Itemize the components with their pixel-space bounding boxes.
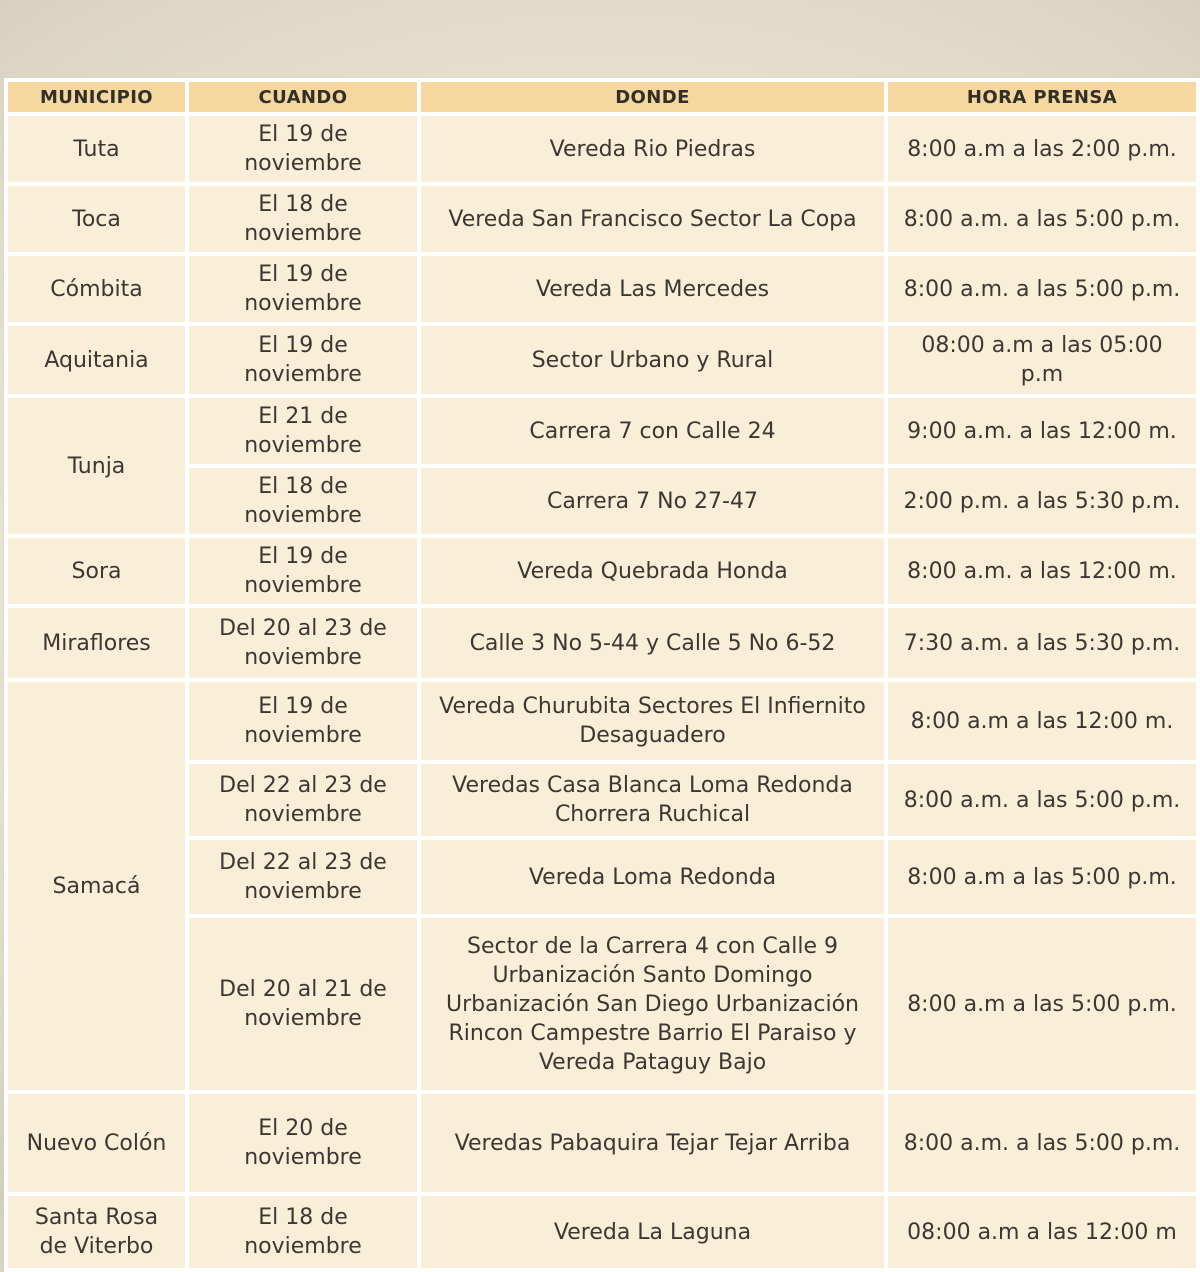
cell-hora: 8:00 a.m a las 2:00 p.m.	[888, 116, 1196, 183]
cell-hora: 8:00 a.m a las 12:00 m.	[888, 682, 1196, 761]
press-schedule-table: MUNICIPIO CUANDO DONDE HORA PRENSA Tuta E…	[4, 78, 1200, 1272]
table-row: Cómbita El 19 de noviembre Vereda Las Merc…	[8, 256, 1196, 323]
cell-municipio: Aquitania	[8, 326, 185, 395]
table-row: Del 22 al 23 de noviembre Veredas Casa Bl…	[8, 764, 1196, 837]
cell-donde: Vereda Rio Piedras	[421, 116, 884, 183]
cell-hora: 2:00 p.m. a las 5:30 p.m.	[888, 468, 1196, 535]
cell-hora: 8:00 a.m. a las 5:00 p.m.	[888, 186, 1196, 253]
table-row: Samacá El 19 de noviembre Vereda Churubita…	[8, 682, 1196, 1091]
cell-donde: Vereda Loma Redonda	[421, 840, 884, 915]
column-header-hora-prensa: HORA PRENSA	[888, 82, 1196, 112]
cell-hora: 8:00 a.m a las 5:00 p.m.	[888, 918, 1196, 1091]
cell-hora: 8:00 a.m. a las 12:00 m.	[888, 538, 1196, 605]
table-row: Del 20 al 21 de noviembre Sector de la Ca…	[8, 918, 1196, 1091]
cell-municipio: Toca	[8, 186, 185, 253]
cell-cuando: El 18 de noviembre	[189, 468, 417, 535]
table-row: Del 22 al 23 de noviembre Vereda Loma Red…	[8, 840, 1196, 915]
table-row: Santa Rosa de Viterbo El 18 de noviembre V…	[8, 1196, 1196, 1269]
cell-hora: 9:00 a.m. a las 12:00 m.	[888, 398, 1196, 465]
cell-cuando: El 19 de noviembre	[189, 538, 417, 605]
cell-cuando: El 20 de noviembre	[189, 1094, 417, 1193]
cell-hora: 08:00 a.m a las 12:00 m	[888, 1196, 1196, 1269]
cell-cuando: El 19 de noviembre	[189, 256, 417, 323]
cell-donde: Sector Urbano y Rural	[421, 326, 884, 395]
cell-cuando: El 18 de noviembre	[189, 186, 417, 253]
cell-municipio: Sora	[8, 538, 185, 605]
table-row: Sora El 19 de noviembre Vereda Quebrada Ho…	[8, 538, 1196, 605]
cell-cuando: El 19 de noviembre	[189, 682, 417, 761]
cell-hora: 7:30 a.m. a las 5:30 p.m.	[888, 608, 1196, 679]
cell-municipio: Miraflores	[8, 608, 185, 679]
cell-donde: Vereda Churubita Sectores El Infiernito …	[421, 682, 884, 761]
table-body: Tuta El 19 de noviembre Vereda Rio Piedras…	[8, 116, 1196, 1269]
table-row: Toca El 18 de noviembre Vereda San Francis…	[8, 186, 1196, 253]
cell-cuando: Del 22 al 23 de noviembre	[189, 764, 417, 837]
cell-donde: Calle 3 No 5-44 y Calle 5 No 6-52	[421, 608, 884, 679]
cell-municipio: Tunja	[8, 398, 185, 535]
cell-donde: Veredas Casa Blanca Loma Redonda Chorrer…	[421, 764, 884, 837]
table-row: Tuta El 19 de noviembre Vereda Rio Piedras…	[8, 116, 1196, 183]
cell-hora: 8:00 a.m. a las 5:00 p.m.	[888, 1094, 1196, 1193]
cell-cuando: Del 20 al 21 de noviembre	[189, 918, 417, 1091]
table-row: Aquitania El 19 de noviembre Sector Urbano…	[8, 326, 1196, 395]
cell-hora: 8:00 a.m a las 5:00 p.m.	[888, 840, 1196, 915]
cell-donde: Carrera 7 con Calle 24	[421, 398, 884, 465]
cell-municipio: Nuevo Colón	[8, 1094, 185, 1193]
table-row: Tunja El 21 de noviembre Carrera 7 con Cal…	[8, 398, 1196, 535]
column-header-municipio: MUNICIPIO	[8, 82, 185, 112]
table-row: Miraflores Del 20 al 23 de noviembre Calle…	[8, 608, 1196, 679]
cell-cuando: Del 20 al 23 de noviembre	[189, 608, 417, 679]
cell-donde: Vereda San Francisco Sector La Copa	[421, 186, 884, 253]
cell-donde: Carrera 7 No 27-47	[421, 468, 884, 535]
cell-donde: Vereda Quebrada Honda	[421, 538, 884, 605]
column-header-cuando: CUANDO	[189, 82, 417, 112]
cell-cuando: Del 22 al 23 de noviembre	[189, 840, 417, 915]
cell-municipio: Cómbita	[8, 256, 185, 323]
cell-municipio: Santa Rosa de Viterbo	[8, 1196, 185, 1269]
cell-cuando: El 18 de noviembre	[189, 1196, 417, 1269]
cell-cuando: El 19 de noviembre	[189, 326, 417, 395]
table-row: El 18 de noviembre Carrera 7 No 27-47 2:00…	[8, 468, 1196, 535]
cell-cuando: El 21 de noviembre	[189, 398, 417, 465]
table-row: Nuevo Colón El 20 de noviembre Veredas Pab…	[8, 1094, 1196, 1193]
table-header-row: MUNICIPIO CUANDO DONDE HORA PRENSA	[8, 82, 1196, 112]
cell-cuando: El 19 de noviembre	[189, 116, 417, 183]
cell-hora: 8:00 a.m. a las 5:00 p.m.	[888, 764, 1196, 837]
cell-donde: Sector de la Carrera 4 con Calle 9 Urban…	[421, 918, 884, 1091]
cell-hora: 08:00 a.m a las 05:00 p.m	[888, 326, 1196, 395]
cell-donde: Vereda Las Mercedes	[421, 256, 884, 323]
cell-hora: 8:00 a.m. a las 5:00 p.m.	[888, 256, 1196, 323]
cell-municipio: Samacá	[8, 682, 185, 1091]
cell-municipio: Tuta	[8, 116, 185, 183]
column-header-donde: DONDE	[421, 82, 884, 112]
cell-donde: Veredas Pabaquira Tejar Tejar Arriba	[421, 1094, 884, 1193]
cell-donde: Vereda La Laguna	[421, 1196, 884, 1269]
